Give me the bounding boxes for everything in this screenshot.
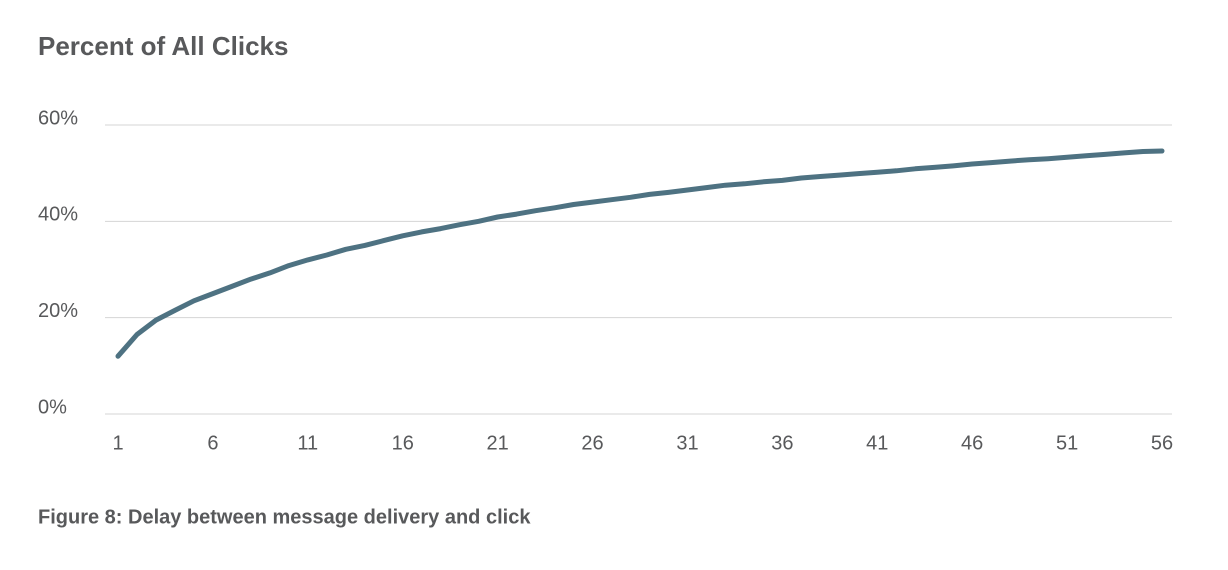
x-tick-label: 56 <box>1151 432 1173 454</box>
x-tick-label: 6 <box>207 432 218 454</box>
x-tick-label: 46 <box>961 432 983 454</box>
chart-title: Percent of All Clicks <box>38 31 288 61</box>
y-tick-label: 60% <box>38 107 78 129</box>
y-tick-label: 20% <box>38 300 78 322</box>
x-tick-label: 31 <box>676 432 698 454</box>
caption: Figure 8: Delay between message delivery… <box>38 506 531 528</box>
x-tick-label: 41 <box>866 432 888 454</box>
x-tick-label: 11 <box>297 432 318 454</box>
line <box>115 148 1165 359</box>
x-tick-label: 16 <box>392 432 414 454</box>
y-tick-label: 0% <box>38 396 67 418</box>
x-tick-label: 51 <box>1056 432 1078 454</box>
x-tick-label: 36 <box>771 432 793 454</box>
x-tick-label: 26 <box>581 432 603 454</box>
x-tick-label: 21 <box>487 432 509 454</box>
y-tick-label: 40% <box>38 204 78 226</box>
x-tick-label: 1 <box>112 432 123 454</box>
